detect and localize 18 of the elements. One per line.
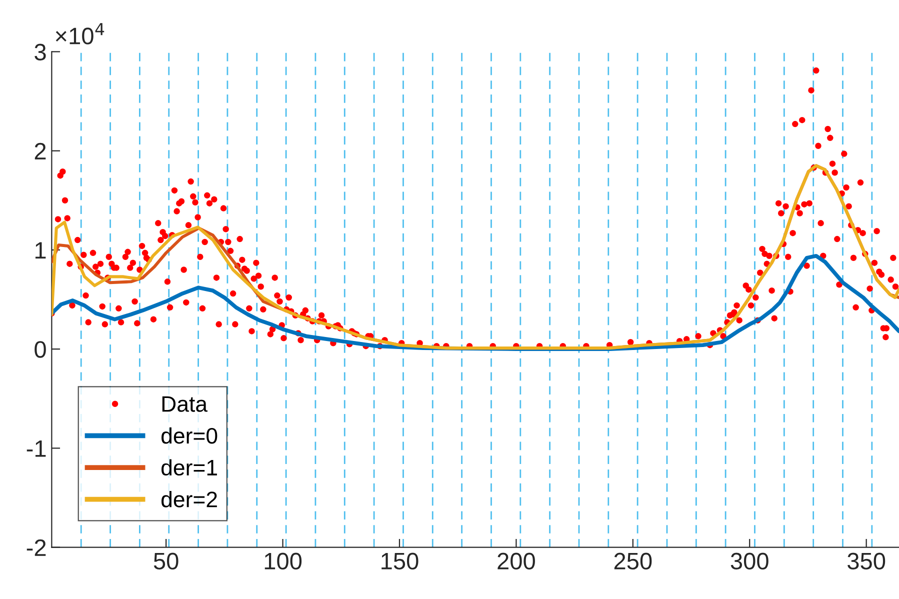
y-tick-label: 0 bbox=[34, 341, 46, 358]
x-tick-label: 150 bbox=[382, 552, 418, 570]
legend-label: der=1 bbox=[162, 459, 217, 476]
x-tick-label: 50 bbox=[154, 552, 178, 570]
legend-label: der=2 bbox=[162, 491, 217, 508]
legend-label: der=0 bbox=[162, 427, 218, 444]
x-tick-label: 350 bbox=[848, 552, 886, 570]
x-tick-label: 300 bbox=[730, 552, 768, 570]
text: ×10$^{4}$ bbox=[56, 23, 104, 44]
x-tick-label: 250 bbox=[614, 552, 652, 570]
legend-label: Data bbox=[162, 396, 208, 412]
y-tick-label: 3 bbox=[34, 44, 46, 60]
y-tick-label: -1 bbox=[26, 440, 46, 457]
x-tick-label: 100 bbox=[264, 552, 302, 570]
y-tick-label: -2 bbox=[26, 539, 46, 556]
y-tick-label: 1 bbox=[36, 242, 46, 258]
x-tick-label: 200 bbox=[498, 552, 535, 570]
y-tick-label: 2 bbox=[34, 142, 46, 160]
